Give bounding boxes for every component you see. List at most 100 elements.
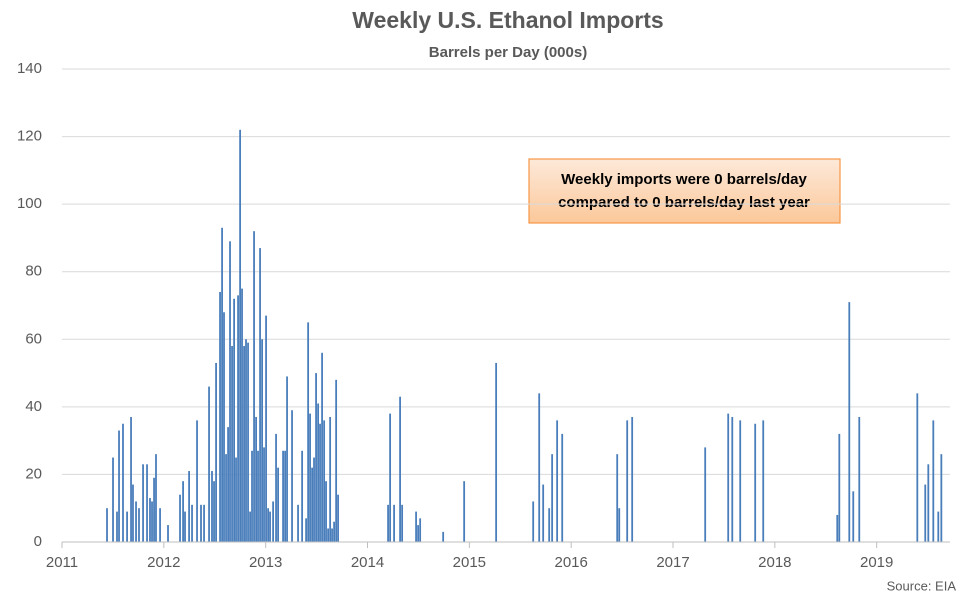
bar	[155, 454, 157, 542]
bar	[203, 504, 205, 542]
bar	[754, 423, 757, 542]
bar	[255, 416, 257, 542]
bar	[237, 295, 239, 542]
bar	[159, 508, 161, 542]
bar	[415, 511, 417, 542]
bar	[229, 241, 231, 543]
bar	[151, 501, 153, 542]
bar	[297, 504, 299, 542]
bar	[331, 528, 333, 542]
bar	[417, 525, 420, 542]
bar	[138, 508, 140, 542]
bar	[307, 322, 310, 542]
bar	[231, 346, 233, 542]
bar	[259, 248, 261, 543]
x-tick-label: 2017	[656, 554, 689, 571]
bar	[333, 521, 336, 542]
bar	[301, 450, 304, 542]
bar	[762, 420, 765, 542]
bar	[239, 129, 242, 543]
x-tick-label: 2018	[758, 554, 791, 571]
bar	[215, 362, 217, 542]
bar	[261, 339, 264, 542]
bar	[542, 484, 545, 542]
bar	[286, 376, 288, 542]
bar	[188, 471, 190, 542]
bar	[130, 416, 132, 542]
bar	[927, 464, 930, 542]
annotation: compared to 0 barrels/day last year	[558, 194, 810, 211]
y-tick-label: 0	[34, 533, 42, 550]
bar	[243, 346, 245, 542]
bar	[267, 508, 270, 542]
bar	[325, 481, 327, 542]
bar	[704, 447, 707, 542]
bar	[284, 450, 287, 542]
bar	[916, 393, 919, 542]
bar	[309, 413, 311, 542]
bar	[179, 494, 181, 542]
x-tick-label: 2012	[147, 554, 180, 571]
bar	[335, 379, 338, 542]
bar	[149, 498, 151, 542]
bar	[233, 298, 236, 542]
source: Source: EIA	[887, 578, 957, 593]
y-tick-label: 120	[17, 128, 42, 145]
bar	[389, 413, 392, 542]
bar	[208, 386, 210, 542]
bar	[337, 494, 339, 542]
bar	[241, 288, 243, 542]
bar	[616, 454, 619, 542]
y-tick-label: 100	[17, 195, 42, 212]
bar	[257, 450, 259, 542]
bar	[538, 393, 541, 542]
bar	[247, 342, 249, 542]
bar	[265, 315, 267, 542]
chart-subtitle: Barrels per Day (000s)	[429, 44, 587, 61]
bar	[116, 511, 118, 542]
x-tick-label: 2016	[554, 554, 587, 571]
bar	[263, 447, 265, 542]
y-tick-label: 20	[25, 465, 42, 482]
bar	[106, 508, 108, 542]
bar	[135, 501, 137, 542]
bar	[146, 464, 148, 542]
bar	[739, 420, 742, 542]
bar	[731, 416, 734, 542]
chart-title: Weekly U.S. Ethanol Imports	[352, 7, 663, 33]
bar	[852, 491, 855, 542]
bar	[211, 471, 213, 542]
bar	[132, 484, 134, 542]
bar	[126, 511, 128, 542]
bar	[495, 362, 498, 542]
y-tick-label: 140	[17, 60, 42, 77]
bar	[924, 484, 927, 542]
bar	[291, 410, 293, 542]
bar	[122, 423, 124, 542]
x-tick-label: 2019	[860, 554, 893, 571]
bar	[401, 504, 404, 542]
annotation-box	[528, 158, 841, 224]
bar	[937, 511, 940, 542]
bar	[836, 514, 839, 542]
x-tick-label: 2014	[351, 554, 384, 571]
bar	[118, 430, 120, 542]
bar	[727, 413, 730, 542]
bar	[848, 302, 851, 542]
bar	[184, 511, 186, 542]
bar	[225, 454, 227, 542]
bar	[142, 464, 144, 542]
bar	[315, 373, 317, 542]
bar	[548, 508, 551, 542]
bar	[838, 433, 841, 542]
bar	[196, 420, 198, 542]
bar	[219, 291, 221, 542]
bar	[269, 511, 271, 542]
bar	[305, 518, 307, 542]
y-tick-label: 40	[25, 398, 42, 415]
bar	[200, 504, 202, 542]
bar	[213, 481, 215, 542]
bar	[442, 531, 445, 542]
bar	[317, 403, 320, 542]
